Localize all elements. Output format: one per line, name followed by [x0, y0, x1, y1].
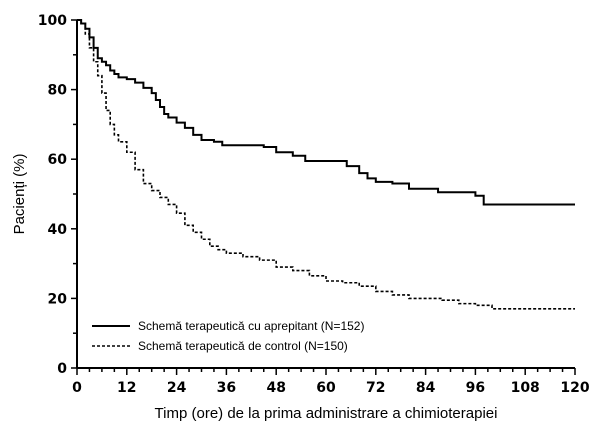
x-tick-label: 24	[167, 380, 187, 396]
x-tick-label: 12	[117, 380, 136, 396]
series-line-aprepitant	[77, 19, 575, 206]
y-tick-label: 80	[48, 83, 68, 99]
legend: Schemă terapeutică cu aprepitant (N=152)…	[92, 319, 364, 353]
plot-area	[77, 19, 575, 310]
x-tick-label: 96	[466, 380, 485, 396]
x-tick-label: 0	[72, 380, 82, 396]
y-tick-label: 100	[38, 13, 67, 29]
axes: 0 20 40 60 80 100 0 12 24 36 48 60 72 84 96 108 120	[38, 13, 590, 396]
x-tick-label: 108	[511, 380, 540, 396]
y-tick-label: 40	[48, 222, 68, 238]
y-tick-label: 60	[48, 152, 68, 168]
x-tick-label: 84	[416, 380, 436, 396]
series-line-control	[77, 19, 575, 310]
x-tick-label: 72	[366, 380, 385, 396]
y-axis-title: Pacienți (%)	[11, 154, 28, 235]
x-tick-label: 120	[560, 380, 589, 396]
x-tick-label: 60	[316, 380, 336, 396]
legend-label: Schemă terapeutică de control (N=150)	[138, 339, 348, 353]
y-tick-label: 0	[57, 361, 67, 377]
y-tick-label: 20	[48, 291, 68, 307]
legend-label: Schemă terapeutică cu aprepitant (N=152)	[138, 319, 364, 333]
x-axis-title: Timp (ore) de la prima administrare a ch…	[155, 405, 498, 422]
x-tick-label: 48	[266, 380, 285, 396]
x-tick-label: 36	[217, 380, 236, 396]
